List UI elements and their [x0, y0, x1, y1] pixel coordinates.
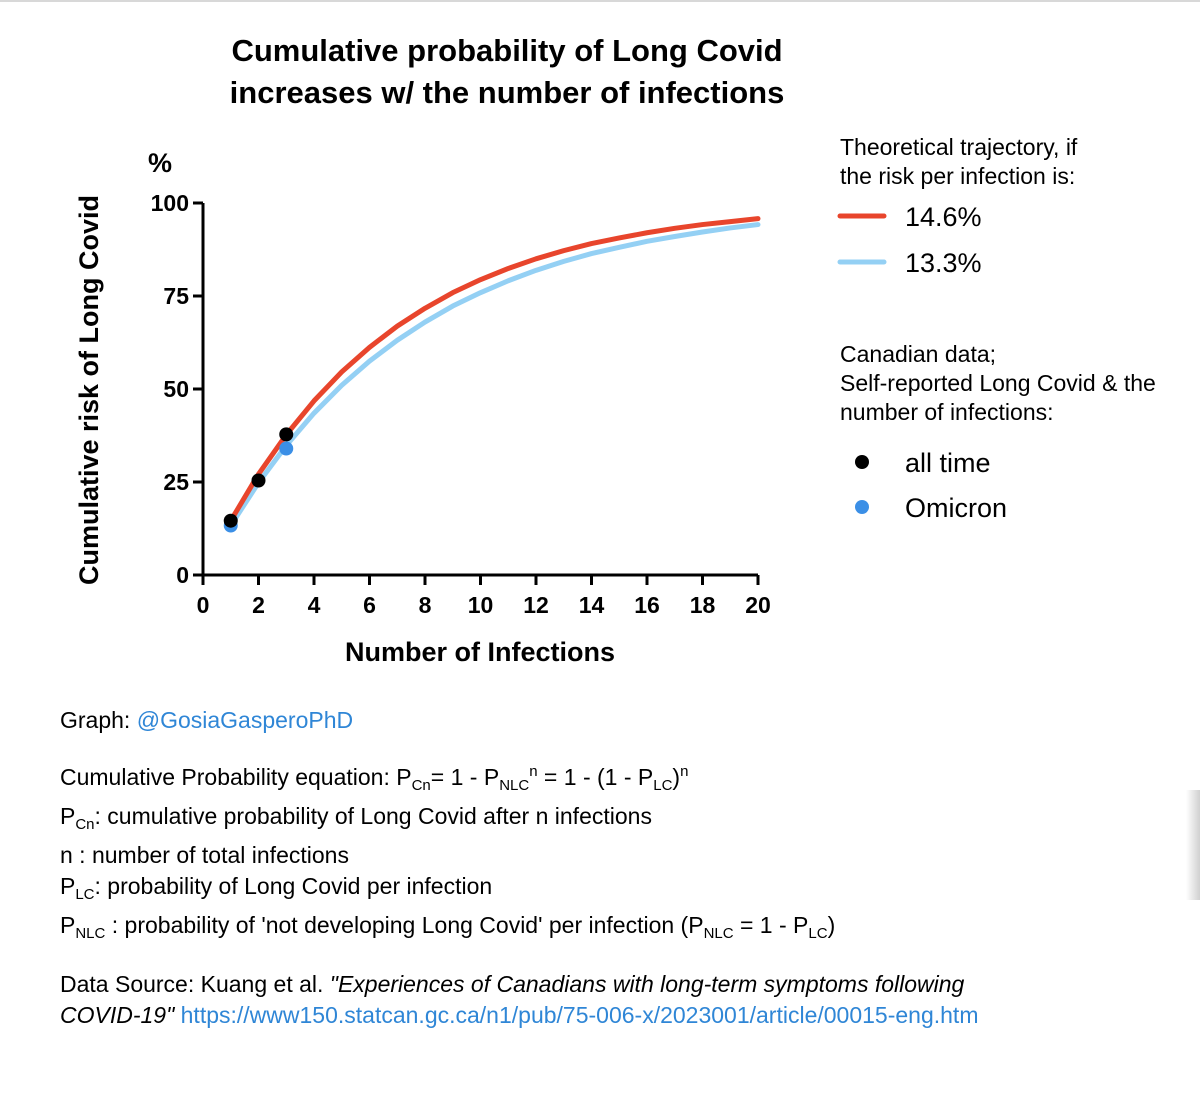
- graph-credit-label: Graph:: [60, 707, 137, 733]
- ticks: 0 2 4 6 8 10 12 14 16 18 20 0 25 50 75 100: [151, 190, 771, 618]
- series-line-14.6%: [228, 216, 761, 524]
- chart: Cumulative probability of Long Covid inc…: [74, 33, 1156, 667]
- y-tick-label: 0: [176, 562, 189, 588]
- pnlc-definition: PNLC : probability of 'not developing Lo…: [60, 912, 836, 942]
- points-legend-title-1: Canadian data;: [840, 341, 996, 367]
- plc-definition: PLC: probability of Long Covid per infec…: [60, 873, 493, 903]
- chart-title: Cumulative probability of Long Covid: [231, 33, 782, 68]
- data-source-label: Data Source: Kuang et al.: [60, 971, 330, 997]
- graph-credit: Graph: @GosiaGasperoPhD: [60, 705, 1180, 736]
- y-tick-label: 50: [163, 376, 189, 402]
- x-tick-label: 6: [363, 592, 376, 618]
- x-tick-label: 8: [419, 592, 432, 618]
- source-title-part-2: COVID-19": [60, 1002, 175, 1028]
- legend-label-series-1: 14.6%: [905, 202, 982, 232]
- data-point-Omicron: [279, 441, 294, 456]
- points-legend-title-3: number of infections:: [840, 399, 1054, 425]
- x-tick-label: 12: [523, 592, 549, 618]
- x-tick-label: 16: [634, 592, 660, 618]
- x-tick-label: 20: [745, 592, 771, 618]
- line-legend-title-2: the risk per infection is:: [840, 163, 1075, 189]
- source-title-part-1: "Experiences of Canadians with long-term…: [329, 971, 965, 997]
- source-url-link[interactable]: https://www150.statcan.gc.ca/n1/pub/75-0…: [180, 1002, 979, 1028]
- points-legend-title-2: Self-reported Long Covid & the: [840, 370, 1156, 396]
- y-unit-label: %: [148, 148, 172, 178]
- y-axis-title: Cumulative risk of Long Covid: [74, 195, 104, 585]
- data-points: [223, 427, 294, 533]
- legend-swatch-point-1: [855, 455, 869, 469]
- data-point-all-time: [251, 473, 266, 488]
- legend: Theoretical trajectory, if the risk per …: [837, 134, 1156, 523]
- y-tick-label: 75: [163, 283, 189, 309]
- legend-label-points-1: all time: [905, 448, 991, 478]
- x-tick-label: 10: [468, 592, 494, 618]
- x-tick-label: 0: [197, 592, 210, 618]
- y-tick-label: 25: [163, 469, 189, 495]
- pcn-definition: PCn: cumulative probability of Long Covi…: [60, 803, 652, 833]
- axes: [201, 203, 758, 577]
- x-tick-label: 2: [252, 592, 265, 618]
- n-definition: n : number of total infections: [60, 842, 349, 868]
- y-tick-label: 100: [151, 190, 189, 216]
- x-tick-label: 4: [308, 592, 321, 618]
- notes: Graph: @GosiaGasperoPhD Cumulative Proba…: [60, 705, 1180, 1031]
- data-source-line-1: Data Source: Kuang et al. "Experiences o…: [60, 969, 1180, 1000]
- line-legend-title-1: Theoretical trajectory, if: [840, 134, 1078, 160]
- pcn-definition-text: : cumulative probability of Long Covid a…: [94, 803, 652, 829]
- data-point-all-time: [279, 427, 294, 442]
- plc-definition-text: : probability of Long Covid per infectio…: [94, 873, 493, 899]
- edge-shadow: [1186, 790, 1200, 900]
- legend-label-points-2: Omicron: [905, 493, 1007, 523]
- top-border: [0, 0, 1200, 2]
- chart-subtitle: increases w/ the number of infections: [230, 75, 785, 110]
- legend-label-series-2: 13.3%: [905, 248, 982, 278]
- data-source-line-2: COVID-19" https://www150.statcan.gc.ca/n…: [60, 1000, 1180, 1031]
- series-lines: [228, 216, 761, 529]
- x-axis-title: Number of Infections: [345, 637, 615, 667]
- equation-label: Cumulative Probability equation:: [60, 764, 397, 790]
- data-point-all-time: [223, 513, 238, 528]
- pnlc-definition-text: : probability of 'not developing Long Co…: [105, 912, 689, 938]
- x-tick-label: 18: [690, 592, 716, 618]
- author-handle-link[interactable]: @GosiaGasperoPhD: [136, 707, 354, 733]
- equation-line: Cumulative Probability equation: PCn= 1 …: [60, 763, 689, 794]
- series-line-13.3%: [228, 222, 761, 529]
- x-tick-label: 14: [579, 592, 605, 618]
- legend-swatch-point-2: [855, 500, 869, 514]
